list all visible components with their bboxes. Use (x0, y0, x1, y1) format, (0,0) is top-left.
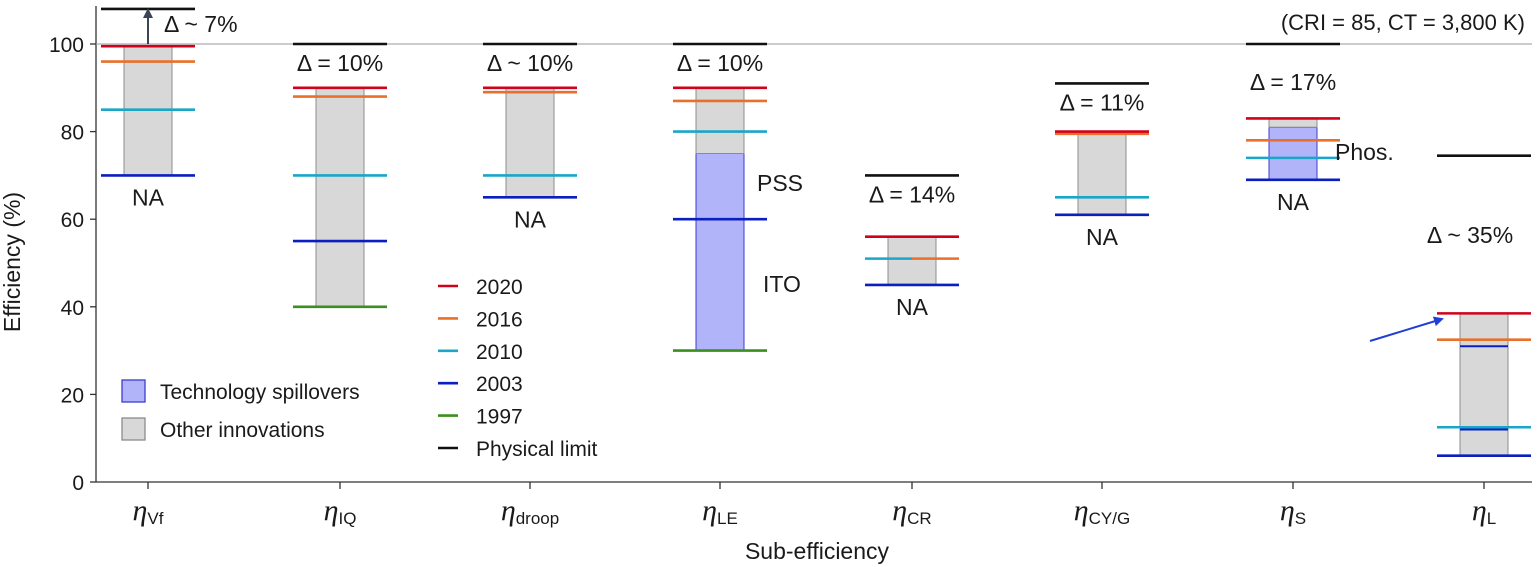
bar-annotation-label: NA (132, 184, 165, 210)
eta-symbol: η (1472, 494, 1487, 527)
other-innovation-bar (695, 87, 745, 154)
eta-symbol: η (1280, 494, 1295, 527)
pointer-arrow-l (1369, 316, 1444, 342)
x-tick-label: ηLE (702, 494, 738, 528)
other-innovation-bar (887, 236, 937, 286)
top-annotation: (CRI = 85, CT = 3,800 K) (1281, 10, 1525, 35)
legend-label-2016: 2016 (476, 308, 523, 331)
x-tick-subscript: droop (516, 509, 559, 528)
x-tick-label: ηVf (133, 494, 164, 528)
bar-annotation-label: NA (1277, 189, 1310, 215)
y-tick-label: 60 (61, 209, 84, 232)
delta-label: Δ = 14% (869, 181, 955, 207)
spillover-bar (695, 153, 745, 352)
x-tick-label: ηdroop (501, 494, 559, 528)
legend-label-1997: 1997 (476, 406, 523, 429)
x-tick-subscript: CR (907, 509, 932, 528)
eta-symbol: η (133, 494, 148, 527)
bar-annotation-label: NA (514, 206, 547, 232)
x-tick-label: ηCR (892, 494, 931, 528)
x-tick-subscript: Vf (147, 509, 163, 528)
legend-label-2020: 2020 (476, 276, 523, 299)
delta-label: Δ = 11% (1060, 89, 1145, 115)
x-tick-subscript: CY/G (1089, 509, 1131, 528)
legend-label-2010: 2010 (476, 341, 523, 364)
bar-annotation-label: NA (1086, 224, 1119, 250)
x-tick-subscript: S (1295, 509, 1306, 528)
legend-box-spillover (121, 379, 146, 403)
x-tick-subscript: LE (717, 509, 738, 528)
delta-label: Δ = 10% (297, 50, 383, 76)
legend-label-limit: Physical limit (476, 438, 598, 461)
eta-symbol: η (702, 494, 717, 527)
bar-annotation-label: ITO (763, 271, 801, 297)
delta-label: Δ = 17% (1250, 69, 1336, 95)
bar-annotation-label: NA (896, 294, 929, 320)
eta-symbol: η (892, 494, 907, 527)
delta-label: Δ ~ 35% (1427, 222, 1513, 248)
eta-symbol: η (501, 494, 516, 527)
bars-layer (123, 45, 1509, 457)
x-tick-label: ηIQ (324, 494, 357, 528)
year-lines-layer (101, 7, 1531, 458)
other-innovation-bar (315, 87, 365, 308)
legend-box-other (121, 417, 146, 441)
legend-label-spillover: Technology spillovers (160, 381, 360, 404)
bar-annotation-label: Phos. (1335, 139, 1394, 165)
x-tick-label: ηCY/G (1074, 494, 1130, 528)
y-axis-label: Efficiency (%) (0, 192, 25, 332)
y-tick-label: 20 (61, 384, 84, 407)
delta-label: Δ ~ 7% (164, 11, 238, 37)
other-innovation-bar (1459, 312, 1509, 457)
delta-label: Δ = 10% (677, 50, 763, 76)
eta-symbol: η (1074, 494, 1089, 527)
eta-symbol: η (324, 494, 339, 527)
spillover-bar (1268, 126, 1318, 181)
delta-label: Δ ~ 10% (487, 50, 573, 76)
labels-layer: Δ ~ 7% NA Δ = 10% Δ ~ 10% NA Δ = 10% PSS ITO Δ =… (132, 8, 1513, 342)
y-tick-label: 0 (72, 472, 84, 495)
x-tick-subscript: L (1487, 509, 1496, 528)
y-tick-label: 80 (61, 122, 84, 145)
legend-label-other: Other innovations (160, 419, 325, 442)
bar-annotation-label: PSS (757, 170, 803, 196)
other-innovation-bar (1268, 117, 1318, 128)
x-tick-label: ηS (1280, 494, 1306, 528)
y-tick-label: 100 (49, 34, 84, 57)
x-tick-label: ηL (1472, 494, 1496, 528)
other-innovation-bar (1077, 131, 1127, 216)
y-tick-label: 40 (61, 297, 84, 320)
legend: Technology spillovers Other innovations 20… (121, 276, 598, 461)
other-innovation-bar (505, 87, 555, 198)
x-tick-subscript: IQ (338, 509, 356, 528)
x-axis-label: Sub-efficiency (745, 538, 890, 564)
legend-label-2003: 2003 (476, 373, 523, 396)
